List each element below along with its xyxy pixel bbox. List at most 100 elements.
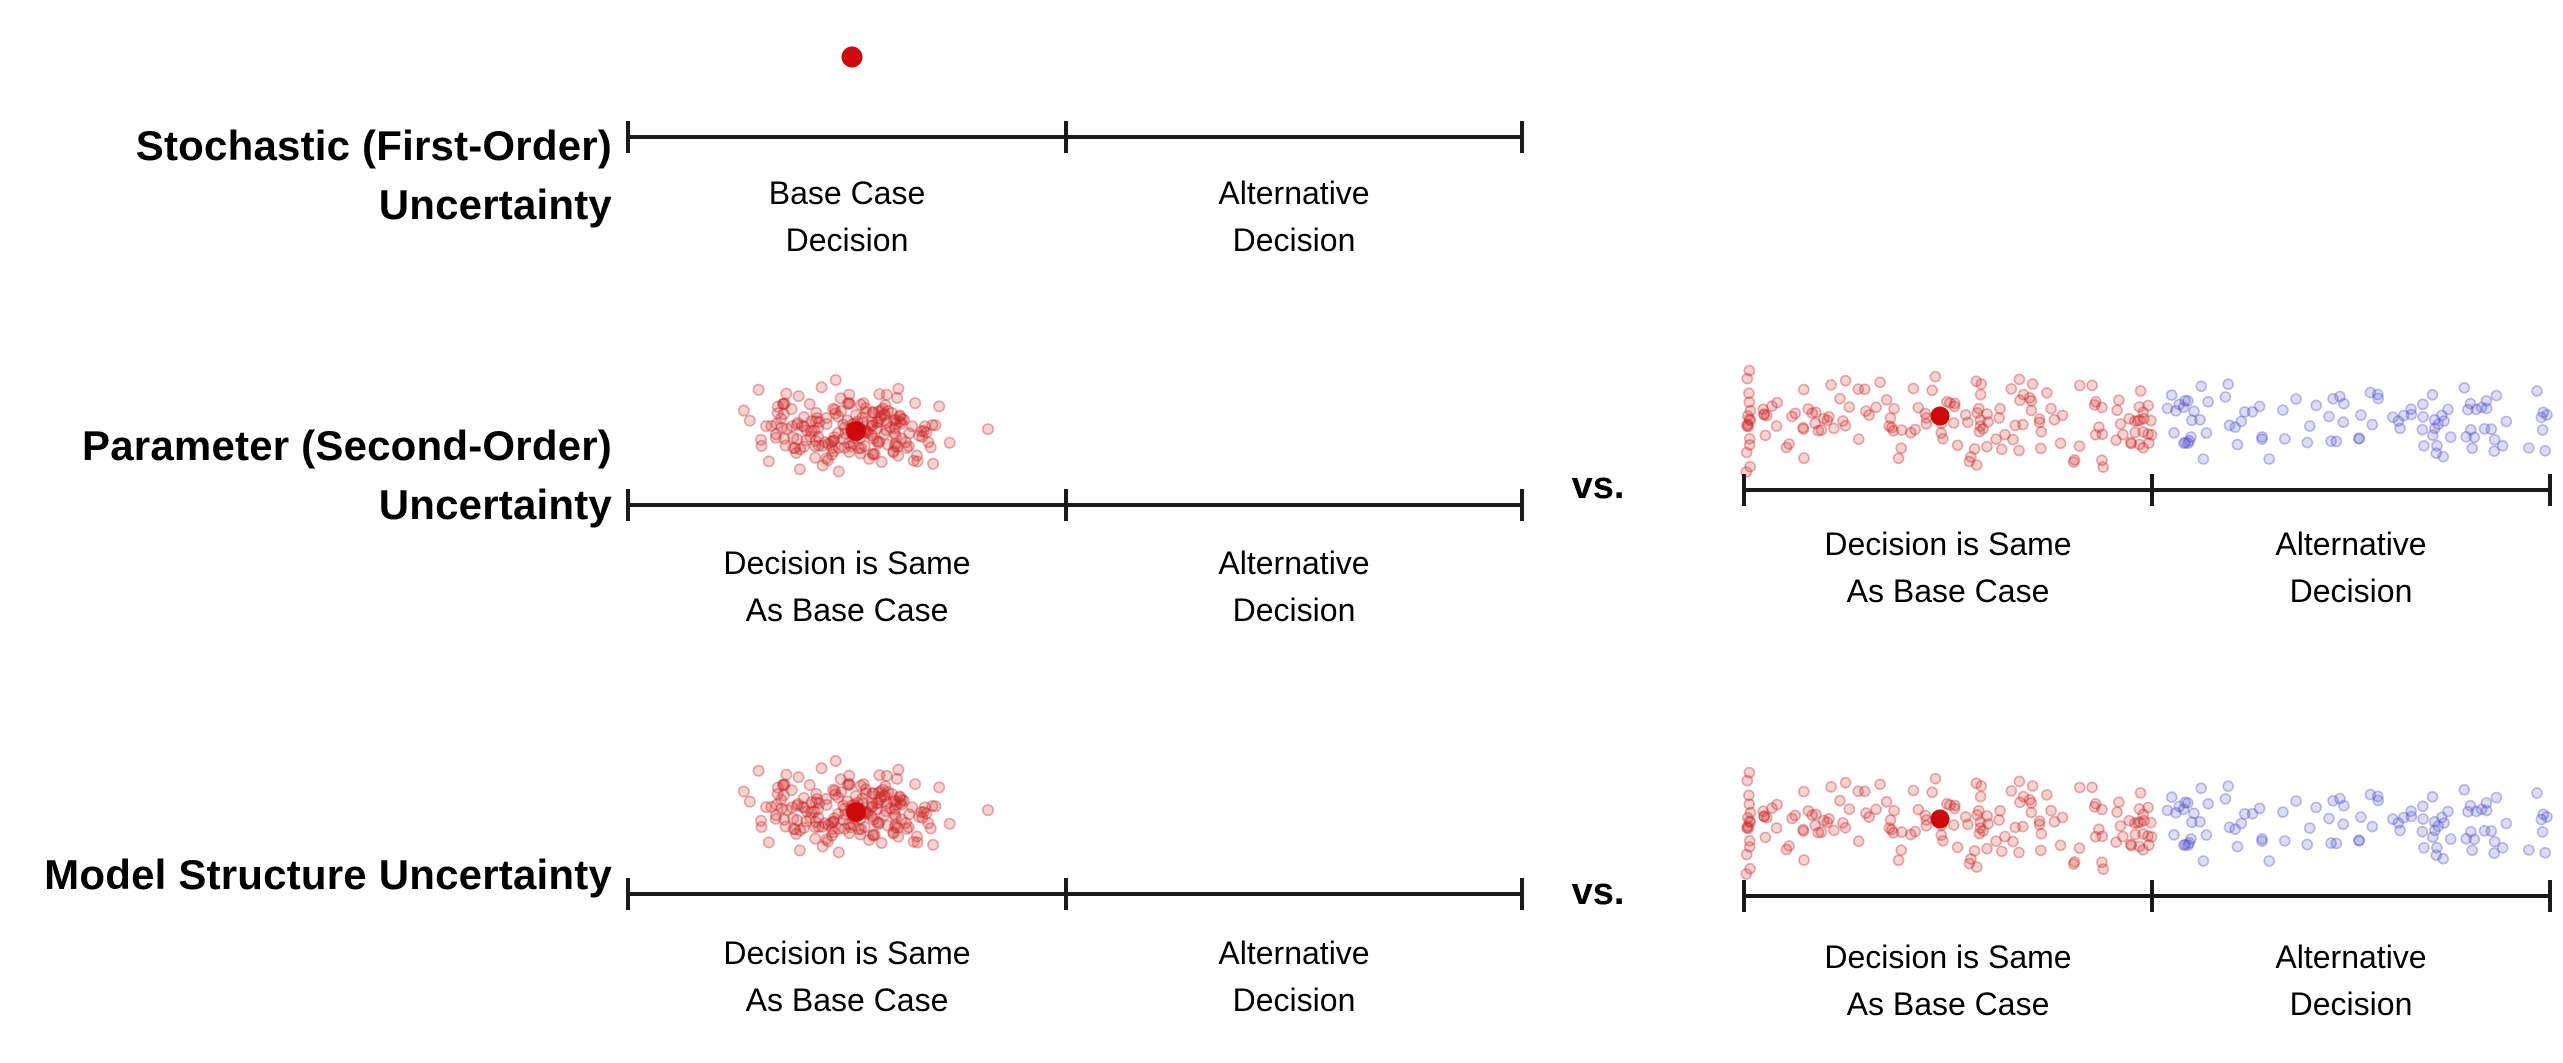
red-scatter-dot (1970, 375, 1983, 388)
blue-scatter-dot (2535, 411, 2548, 424)
blue-scatter-dot (2405, 805, 2417, 818)
red-scatter-dot (2033, 413, 2046, 426)
red-scatter-dot (2113, 394, 2125, 407)
red-scatter-dot (779, 439, 792, 452)
red-scatter-dot (2129, 426, 2141, 439)
red-scatter-dot (790, 418, 803, 431)
red-scatter-dot (2073, 379, 2086, 392)
red-scatter-dot (916, 430, 929, 443)
blue-scatter-dot (2182, 797, 2194, 809)
red-scatter-dot (2041, 387, 2053, 399)
blue-scatter-dot (2327, 794, 2339, 807)
red-scatter-dot (779, 820, 792, 833)
red-scatter-dot (2133, 401, 2146, 413)
red-scatter-dot (887, 795, 900, 808)
red-scatter-dot (1828, 422, 1840, 435)
red-scatter-dot (1740, 446, 1753, 459)
red-scatter-dot (1999, 830, 2011, 843)
red-scatter-dot (2024, 793, 2036, 806)
blue-scatter-dot (2279, 835, 2291, 847)
red-scatter-dot (1843, 401, 1856, 413)
red-scatter-dot (1743, 798, 1756, 811)
red-scatter-dot (2132, 415, 2144, 427)
blue-scatter-dot (2235, 817, 2248, 830)
red-scatter-dot (2033, 815, 2046, 828)
red-scatter-dot (1993, 412, 2005, 424)
red-scatter-dot (790, 827, 803, 840)
red-scatter-dot (809, 832, 822, 845)
blue-scatter-dot (2301, 436, 2314, 449)
red-scatter-dot (1919, 809, 1932, 822)
red-scatter-dot (2096, 454, 2108, 467)
red-scatter-dot (1798, 383, 1810, 396)
red-scatter-dot (1821, 816, 1834, 829)
red-scatter-dot (889, 413, 902, 426)
red-scatter-dot (879, 424, 892, 437)
blue-scatter-dot (2488, 445, 2500, 458)
red-scatter-dot (2013, 444, 2025, 457)
red-scatter-dot (765, 800, 778, 813)
blue-scatter-dot (2430, 849, 2443, 862)
blue-scatter-dot (2480, 402, 2493, 415)
red-scatter-dot (889, 803, 902, 816)
blue-scatter-dot (2185, 431, 2197, 443)
red-scatter-dot (867, 406, 880, 419)
red-scatter-dot (1968, 845, 1981, 857)
red-scatter-dot (2142, 428, 2154, 440)
red-scatter-dot (789, 823, 802, 836)
red-scatter-dot (780, 803, 793, 816)
red-scatter-dot (1951, 439, 1964, 452)
red-scatter-dot (1743, 432, 1756, 445)
red-scatter-dot (1797, 823, 1809, 836)
blue-scatter-dot (2442, 805, 2454, 818)
blue-scatter-dot (2418, 439, 2430, 452)
red-scatter-dot (2132, 817, 2144, 829)
red-scatter-dot (1959, 409, 1972, 421)
red-scatter-dot (1874, 778, 1886, 791)
red-scatter-dot (838, 822, 851, 835)
red-scatter-dot (1941, 797, 1953, 810)
segment-label-row3-right-same: Decision is Same As Base Case (1718, 934, 2178, 1028)
red-scatter-dot (918, 801, 931, 814)
red-scatter-dot (1757, 403, 1769, 416)
red-scatter-dot (1885, 421, 1898, 434)
red-scatter-dot (1974, 388, 1987, 401)
red-scatter-dot (827, 826, 840, 839)
red-scatter-dot (810, 412, 823, 425)
red-scatter-dot (2117, 830, 2129, 843)
red-scatter-dot (778, 813, 791, 826)
blue-scatter-dot (2392, 817, 2405, 829)
red-scatter-dot (885, 787, 898, 800)
segment-label-line: Alternative (2275, 526, 2427, 562)
red-scatter-dot (804, 811, 817, 824)
red-scatter-dot (1780, 843, 1793, 856)
red-scatter-dot (1888, 804, 1900, 817)
red-scatter-dot (873, 816, 886, 829)
red-scatter-dot (1743, 766, 1756, 779)
red-scatter-dot (849, 789, 862, 802)
red-scatter-dot (1929, 772, 1942, 785)
red-scatter-dot (943, 817, 956, 830)
red-scatter-dot (878, 428, 891, 441)
red-scatter-dot (903, 808, 916, 821)
row-label-line: Parameter (Second-Order) (82, 422, 612, 469)
red-scatter-dot (872, 405, 885, 418)
red-scatter-dot (865, 810, 878, 823)
segment-label-line: As Base Case (1846, 986, 2050, 1022)
blue-scatter-dot (2466, 844, 2478, 857)
red-scatter-dot (809, 434, 822, 447)
blue-scatter-dot (2353, 834, 2365, 847)
red-scatter-dot (1941, 395, 1953, 408)
red-scatter-dot (1907, 784, 1920, 797)
red-scatter-dot (2133, 438, 2146, 451)
red-scatter-dot (1909, 825, 1921, 838)
blue-scatter-dot (2337, 416, 2350, 429)
red-scatter-dot (1743, 387, 1755, 400)
red-scatter-dot (827, 434, 840, 447)
red-scatter-dot (895, 798, 908, 811)
blue-scatter-dot (2438, 817, 2450, 829)
blue-scatter-dot (2416, 825, 2429, 838)
red-scatter-dot (863, 833, 876, 846)
red-scatter-dot (981, 804, 994, 817)
